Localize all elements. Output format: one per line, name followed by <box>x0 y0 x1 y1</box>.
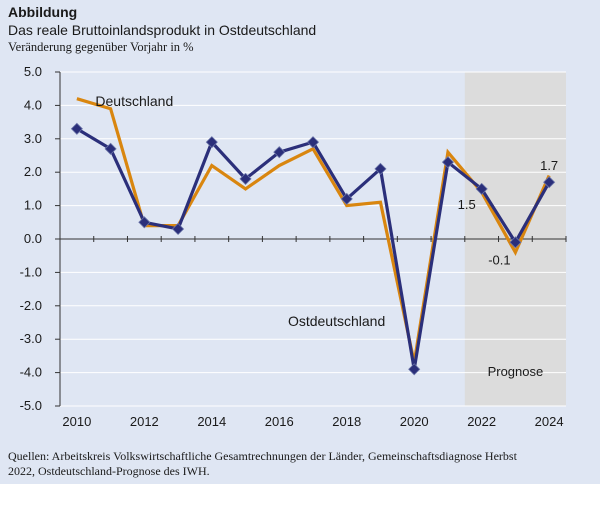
legend-label-ostdeutschland: Ostdeutschland <box>288 313 385 329</box>
y-tick-label: 2.0 <box>24 164 42 179</box>
y-tick-label: 1.0 <box>24 198 42 213</box>
data-label: -0.1 <box>488 252 510 267</box>
data-point-ostdeutschland <box>273 146 286 159</box>
x-tick-label: 2020 <box>400 414 429 429</box>
y-axis: 5.0 4.0 3.0 2.0 1.0 0.0 -1.0 -2.0 -3.0 -4.0 -5.0 <box>20 64 61 413</box>
x-tick-label: 2018 <box>332 414 361 429</box>
x-tick-label: 2024 <box>535 414 564 429</box>
chart-title: Das reale Bruttoinlandsprodukt in Ostdeu… <box>8 22 317 38</box>
x-tick-label: 2016 <box>265 414 294 429</box>
figure-label: Abbildung <box>8 4 78 20</box>
x-axis: 2010 2012 2014 2016 2018 2020 2022 2024 <box>59 236 567 429</box>
x-tick-label: 2012 <box>130 414 159 429</box>
data-point-ostdeutschland <box>441 156 454 169</box>
data-point-ostdeutschland <box>205 136 218 149</box>
figure-panel: Abbildung Das reale Bruttoinlandsprodukt… <box>0 0 600 484</box>
legend-label-deutschland: Deutschland <box>95 93 173 109</box>
data-point-ostdeutschland <box>306 136 320 149</box>
y-tick-label: -5.0 <box>20 398 42 413</box>
source-line-1: Quellen: Arbeitskreis Volkswirtschaftlic… <box>8 449 517 463</box>
data-point-ostdeutschland <box>374 162 387 175</box>
data-point-ostdeutschland <box>172 222 185 236</box>
y-tick-label: -1.0 <box>20 264 42 279</box>
data-point-ostdeutschland <box>70 122 83 135</box>
chart-subtitle: Veränderung gegenüber Vorjahr in % <box>8 40 194 54</box>
data-point-ostdeutschland <box>104 142 117 155</box>
data-point-ostdeutschland <box>543 176 556 189</box>
line-chart: 5.0 4.0 3.0 2.0 1.0 0.0 -1.0 -2.0 -3.0 -4.0 -5.0 2… <box>20 64 567 429</box>
data-point-ostdeutschland <box>340 192 353 205</box>
x-tick-label: 2014 <box>197 414 226 429</box>
annotations: Deutschland Ostdeutschland Prognose 1.5 -… <box>95 93 558 379</box>
data-point-ostdeutschland <box>475 182 488 195</box>
data-label: 1.7 <box>540 158 558 173</box>
forecast-label: Prognose <box>488 364 544 379</box>
y-tick-label: 4.0 <box>24 97 42 112</box>
data-point-ostdeutschland <box>239 172 252 185</box>
source-line-2: 2022, Ostdeutschland-Prognose des IWH. <box>8 464 210 478</box>
x-tick-label: 2022 <box>467 414 496 429</box>
y-tick-label: -2.0 <box>20 298 42 313</box>
series-lines <box>70 97 556 376</box>
y-tick-label: 3.0 <box>24 131 42 146</box>
data-label: 1.5 <box>458 197 476 212</box>
y-tick-label: -4.0 <box>20 365 42 380</box>
data-point-ostdeutschland <box>408 363 421 376</box>
y-tick-label: 0.0 <box>24 231 42 246</box>
source-note: Quellen: Arbeitskreis Volkswirtschaftlic… <box>8 449 593 479</box>
x-tick-label: 2010 <box>62 414 91 429</box>
y-tick-label: -3.0 <box>20 331 42 346</box>
y-tick-label: 5.0 <box>24 64 42 79</box>
data-point-ostdeutschland <box>138 216 151 229</box>
data-point-ostdeutschland <box>509 236 522 249</box>
